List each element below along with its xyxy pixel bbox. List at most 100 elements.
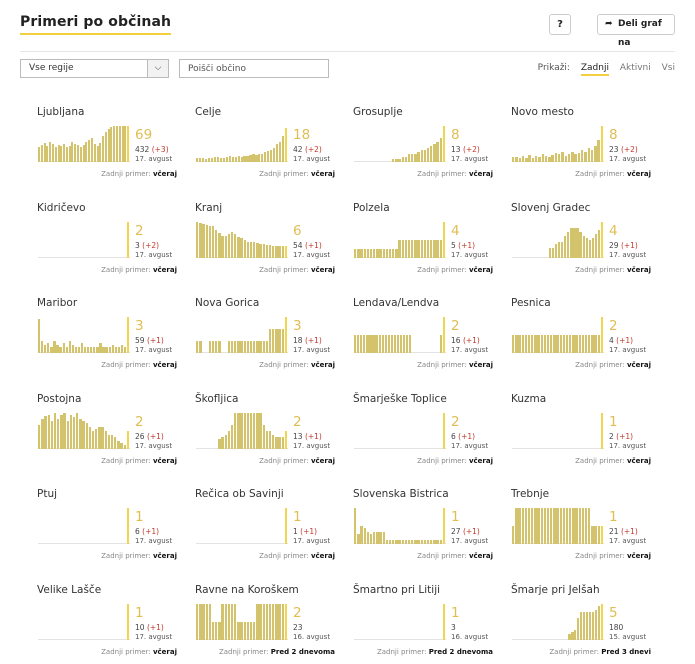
chart-bar <box>354 335 357 353</box>
chart-bar <box>585 237 588 258</box>
last-case: Zadnji primer: včeraj <box>101 170 177 178</box>
municipality-card[interactable]: Novo mesto 8 23 (+2) 17. avgust Zadnji prime… <box>494 92 652 184</box>
municipality-card[interactable]: Slovenska Bistrica 1 27 (+1) 17. avgust Zadn… <box>336 474 494 566</box>
chart-bar <box>249 341 253 353</box>
chart-bar <box>531 158 535 162</box>
chart-bar <box>407 239 411 258</box>
chart-bar <box>68 341 71 353</box>
municipality-card[interactable]: Pesnica 2 4 (+1) 17. avgust Zadnji primer: v… <box>494 283 652 375</box>
chart-bar <box>537 335 540 353</box>
municipality-card[interactable]: Nova Gorica 3 18 (+1) 17. avgust Zadnji prim… <box>178 283 336 375</box>
sparkline-chart <box>354 508 446 544</box>
municipality-card[interactable]: Ravne na Koroškem 2 23 16. avgust Zadnji pri… <box>178 570 336 662</box>
municipality-name: Ptuj <box>37 488 58 500</box>
chart-bar <box>580 611 583 640</box>
last-case-value: včeraj <box>152 265 177 274</box>
chart-bar <box>414 154 417 162</box>
chart-bar <box>267 151 270 162</box>
municipality-card[interactable]: Kranj 6 54 (+1) 17. avgust Zadnji primer: vč… <box>178 188 336 280</box>
last-case-label: Zadnji primer: <box>575 361 625 369</box>
delta-value: (+1) <box>616 336 634 345</box>
sparkline-chart <box>512 412 604 449</box>
date-label: 17. avgust <box>451 155 489 163</box>
latest-count: 1 <box>135 509 144 525</box>
municipality-card[interactable]: Lendava/Lendva 2 16 (+1) 17. avgust Zadnji p… <box>336 283 494 375</box>
date-label: 17. avgust <box>135 441 173 450</box>
municipality-card[interactable]: Maribor 3 59 (+1) 17. avgust Zadnji primer: … <box>20 283 178 375</box>
option-aktivni[interactable]: Aktivni <box>619 63 651 73</box>
chart-bar <box>442 412 446 449</box>
delta-value: (+1) <box>304 240 322 250</box>
option-zadnji[interactable]: Zadnji <box>580 63 609 76</box>
delta-value: (+1) <box>146 622 164 632</box>
chart-bar <box>246 621 250 640</box>
municipality-card[interactable]: Rečica ob Savinji 1 1 (+1) 17. avgust Zadnji… <box>178 474 336 566</box>
chart-bar <box>381 335 384 353</box>
chart-bar <box>218 232 221 258</box>
municipality-card[interactable]: Škofljica 2 13 (+1) 17. avgust Zadnji primer… <box>178 379 336 471</box>
last-case-value: včeraj <box>626 170 651 178</box>
municipality-card[interactable]: Ptuj 1 6 (+1) 17. avgust Zadnji primer: včer… <box>20 474 178 566</box>
chart-bar <box>401 157 404 162</box>
chart-bar <box>63 412 66 449</box>
municipality-card[interactable]: Trebnje 1 21 (+1) 17. avgust Zadnji primer: … <box>494 474 652 566</box>
latest-count: 2 <box>609 318 618 334</box>
chart-bar <box>234 412 237 449</box>
date-label: 15. avgust <box>609 632 647 641</box>
delta-value: (+1) <box>300 527 318 536</box>
municipality-card[interactable]: Kidričevo 2 3 (+2) 17. avgust Zadnji primer:… <box>20 188 178 280</box>
chart-bar <box>256 603 259 640</box>
latest-count: 5 <box>609 604 618 621</box>
last-case: Zadnji primer: včeraj <box>575 170 651 178</box>
chart-bar <box>581 335 585 353</box>
chart-bar <box>561 152 564 162</box>
latest-count: 69 <box>135 127 153 143</box>
date-label: 17. avgust <box>293 250 331 259</box>
municipality-card[interactable]: Grosuplje 8 13 (+2) 17. avgust Zadnji primer… <box>336 92 494 184</box>
chart-bar <box>228 156 231 162</box>
municipality-card[interactable]: Kuzma 1 2 (+1) 17. avgust Zadnji primer: vče… <box>494 379 652 471</box>
chart-bar <box>541 154 545 162</box>
municipality-card[interactable]: Ljubljana 69 432 (+3) 17. avgust Zadnji prim… <box>20 92 178 184</box>
share-button[interactable]: ➦ Deli graf na <box>597 14 675 48</box>
chart-bar <box>221 436 224 449</box>
chart-bar <box>382 532 385 544</box>
municipality-card[interactable]: Postojna 2 26 (+1) 17. avgust Zadnji primer:… <box>20 379 178 471</box>
municipality-card[interactable]: Celje 18 42 (+2) 17. avgust Zadnji primer: v… <box>178 92 336 184</box>
chart-bar <box>540 508 543 544</box>
chart-baseline <box>38 638 130 640</box>
municipality-card[interactable]: Velike Lašče 1 10 (+1) 17. avgust Zadnji pri… <box>20 570 178 662</box>
municipality-card[interactable]: Šmarje pri Jelšah 5 180 15. avgust Zadnji pr… <box>494 570 652 662</box>
chart-bar <box>224 235 227 258</box>
last-case-label: Zadnji primer: <box>101 170 151 178</box>
last-case-value: včeraj <box>468 170 493 178</box>
chart-bar <box>218 438 221 449</box>
last-case-label: Zadnji primer: <box>417 456 467 465</box>
last-case-value: Pred 2 dnevoma <box>428 647 493 656</box>
chart-bar <box>281 603 285 640</box>
last-case: Zadnji primer: včeraj <box>417 457 493 465</box>
chart-bar <box>240 412 243 449</box>
chart-bar <box>57 145 60 162</box>
date-label: 17. avgust <box>609 155 647 163</box>
municipality-card[interactable]: Šmarješke Toplice 2 6 (+1) 17. avgust Zadnji… <box>336 379 494 471</box>
help-button[interactable]: ? <box>549 14 571 35</box>
chevron-down-icon[interactable]: ⌵ <box>147 60 168 77</box>
chart-bar <box>436 239 439 258</box>
last-case-label: Zadnji primer: <box>417 170 467 178</box>
municipality-search-input[interactable] <box>179 59 329 78</box>
total-value: 3 <box>451 622 456 632</box>
municipality-card[interactable]: Šmartno pri Litiji 1 3 16. avgust Zadnji pri… <box>336 570 494 662</box>
sparkline-chart <box>38 508 130 544</box>
total-value: 54 <box>293 240 303 250</box>
chart-bar <box>382 248 385 258</box>
chart-bar <box>53 341 56 353</box>
date-label: 17. avgust <box>609 537 647 545</box>
municipality-name: Trebnje <box>511 488 550 500</box>
municipality-card[interactable]: Slovenj Gradec 4 29 (+1) 17. avgust Zadnji p… <box>494 188 652 280</box>
sparkline-chart <box>354 412 446 449</box>
region-select[interactable]: Vse regije ⌵ <box>20 59 169 78</box>
municipality-card[interactable]: Polzela 4 5 (+1) 17. avgust Zadnji primer: v… <box>336 188 494 280</box>
chart-bar <box>553 335 556 353</box>
option-vsi[interactable]: Vsi <box>661 63 675 73</box>
